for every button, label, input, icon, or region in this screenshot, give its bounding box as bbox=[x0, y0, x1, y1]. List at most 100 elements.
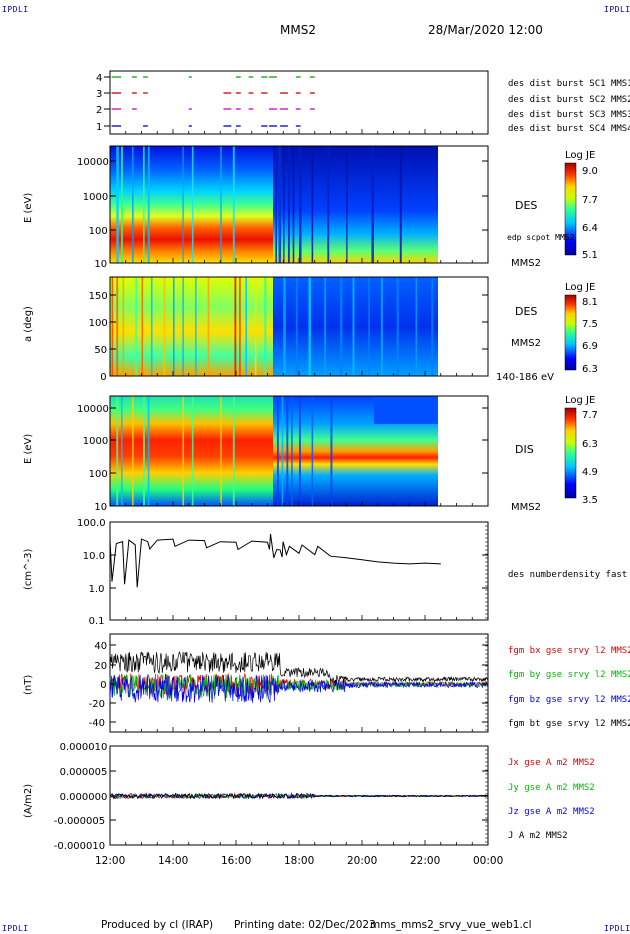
legend-density: des numberdensity fast M bbox=[508, 570, 630, 580]
footer-produced-by: Produced by cl (IRAP) bbox=[101, 919, 214, 931]
spectrogram-stripe bbox=[311, 396, 314, 506]
legend-burst-mms1: des dist burst SC1 MMS1 bbox=[508, 79, 630, 89]
dis-energy-y-tick-label: 10000 bbox=[77, 404, 109, 415]
colorbar-des-pitch bbox=[564, 294, 577, 371]
legend-burst-mms4: des dist burst SC4 MMS4 bbox=[508, 124, 630, 134]
spectrogram-stripe bbox=[116, 146, 119, 263]
spectrogram-stripe bbox=[352, 277, 355, 376]
spectrogram-stripe bbox=[415, 277, 418, 376]
spectrogram-stripe bbox=[135, 277, 138, 376]
spectrogram-stripe bbox=[380, 277, 383, 376]
legend-jy: Jy gse A m2 MMS2 bbox=[508, 783, 595, 793]
ylabel-des-energy: E (eV) bbox=[23, 192, 34, 223]
spectrogram-stripe bbox=[311, 146, 314, 263]
des-energy-y-tick-label: 1000 bbox=[83, 192, 108, 203]
spectrogram-stripe bbox=[232, 396, 235, 506]
current-series bbox=[109, 792, 489, 800]
dis-energy-y-tick-label: 100 bbox=[89, 469, 108, 480]
x-tick-label: 14:00 bbox=[158, 855, 188, 867]
cbar3-tick-2: 4.9 bbox=[582, 467, 598, 478]
fgm-y-tick-label: 20 bbox=[94, 661, 107, 672]
spectrogram-stripe bbox=[254, 277, 257, 376]
spectrogram-stripe bbox=[147, 396, 150, 506]
ylabel-fgm: (nT) bbox=[23, 674, 34, 695]
label-des-pitch: DES bbox=[515, 305, 538, 318]
footer-printing-date: Printing date: 02/Dec/2023 bbox=[234, 919, 376, 931]
spectrogram-stripe bbox=[195, 277, 197, 376]
spectrogram-stripe bbox=[396, 277, 399, 376]
ylabel-density: (cm^-3) bbox=[23, 548, 34, 590]
spectrogram-stripe bbox=[141, 277, 144, 376]
legend-fgm-bt: fgm bt gse srvy l2 MMS2 bbox=[508, 719, 630, 729]
spectrogram-stripe bbox=[191, 396, 194, 506]
spectrogram-stripe bbox=[116, 277, 119, 376]
spectrogram-stripe bbox=[368, 277, 370, 376]
ylabel-des-pitch: a (deg) bbox=[23, 306, 34, 342]
density-y-tick-label: 10.0 bbox=[83, 551, 105, 562]
spectrogram-stripe bbox=[220, 396, 222, 506]
spectrogram-stripe bbox=[327, 146, 330, 263]
fgm-series-line bbox=[109, 650, 489, 684]
des-pitch-spectrogram bbox=[110, 277, 488, 376]
ipdli-bottom-left: IPDLI bbox=[2, 924, 29, 933]
axes: 10000 1000 100 10 150 100 50 0 10000 1000 100 10 100… bbox=[54, 129, 503, 867]
legend-fgm-bx: fgm bx gse srvy l2 MMS2 bbox=[508, 646, 630, 656]
legend-fgm-bz: fgm bz gse srvy l2 MMS2 bbox=[508, 695, 630, 705]
burst-y-tick-label: 3 bbox=[96, 89, 102, 100]
spectrogram-stripe bbox=[399, 146, 402, 263]
spectrogram-stripe bbox=[239, 277, 241, 376]
label-spacecraft-1: MMS2 bbox=[511, 258, 541, 269]
cbar2-tick-2: 6.9 bbox=[582, 341, 598, 352]
spectrogram-stripe bbox=[122, 277, 125, 376]
colorbar-dis-energy bbox=[564, 407, 577, 499]
current-y-tick-label: -0.000005 bbox=[54, 816, 105, 827]
label-dis: DIS bbox=[515, 443, 534, 456]
spectrogram-stripe bbox=[147, 146, 150, 263]
spectrogram-stripe bbox=[207, 277, 210, 376]
ipdli-bottom-right: IPDLI bbox=[604, 924, 630, 933]
cbar2-tick-3: 6.3 bbox=[582, 364, 598, 375]
des-energy-y-tick-label: 10000 bbox=[77, 157, 109, 168]
spectrogram-stripe bbox=[245, 277, 248, 376]
spectrogram-stripe bbox=[111, 277, 114, 376]
fgm-y-tick-label: -20 bbox=[89, 699, 105, 710]
fgm-series-line bbox=[109, 674, 489, 703]
current-y-tick-label: -0.000010 bbox=[54, 841, 105, 852]
burst-y-axis: 4 3 2 1 bbox=[96, 73, 110, 133]
legend-burst-mms3: des dist burst SC3 MMS3 bbox=[508, 110, 630, 120]
des-pitch-y-tick-label: 50 bbox=[94, 345, 107, 356]
cbar1-tick-2: 6.4 bbox=[582, 223, 598, 234]
burst-y-tick-label: 2 bbox=[96, 105, 102, 116]
spectrogram-stripe bbox=[431, 277, 434, 376]
spectrogram-stripe bbox=[291, 396, 293, 506]
current-series-line bbox=[109, 792, 488, 800]
density-y-tick-label: 100.0 bbox=[77, 518, 106, 529]
spectrogram-stripe bbox=[121, 396, 123, 506]
current-y-tick-label: 0.000010 bbox=[60, 742, 108, 753]
spectrogram-stripe bbox=[292, 146, 295, 263]
spectrogram-stripe bbox=[308, 277, 311, 376]
spectrogram-stripe bbox=[283, 146, 285, 263]
spectrogram-stripe bbox=[150, 277, 153, 376]
spectrogram-stripe bbox=[339, 277, 343, 376]
cbar2-tick-0: 8.1 bbox=[582, 297, 598, 308]
cbar3-tick-1: 6.3 bbox=[582, 439, 598, 450]
legend-burst-mms2: des dist burst SC2 MMS2 bbox=[508, 95, 630, 105]
ipdli-top-right: IPDLI bbox=[604, 5, 630, 14]
legend-j: J A m2 MMS2 bbox=[508, 831, 568, 841]
burst-y-tick-label: 1 bbox=[96, 122, 102, 133]
spectrogram-stripe bbox=[324, 277, 327, 376]
des-pitch-y-tick-label: 100 bbox=[89, 318, 108, 329]
spectrogram-stripe bbox=[173, 277, 175, 376]
spectrogram-stripe bbox=[132, 396, 134, 506]
legend-jz: Jz gse A m2 MMS2 bbox=[508, 807, 595, 817]
current-y-tick-label: 0.000000 bbox=[60, 792, 108, 803]
dis-energy-spectrogram bbox=[110, 396, 488, 506]
spectrogram-stripe bbox=[234, 277, 237, 376]
spectrogram-stripe bbox=[299, 146, 302, 263]
burst-panel-frame bbox=[109, 70, 489, 135]
spectrogram-stripe bbox=[299, 396, 301, 506]
spectrogram-stripe bbox=[276, 396, 279, 506]
colorbar-des-energy bbox=[564, 162, 577, 256]
